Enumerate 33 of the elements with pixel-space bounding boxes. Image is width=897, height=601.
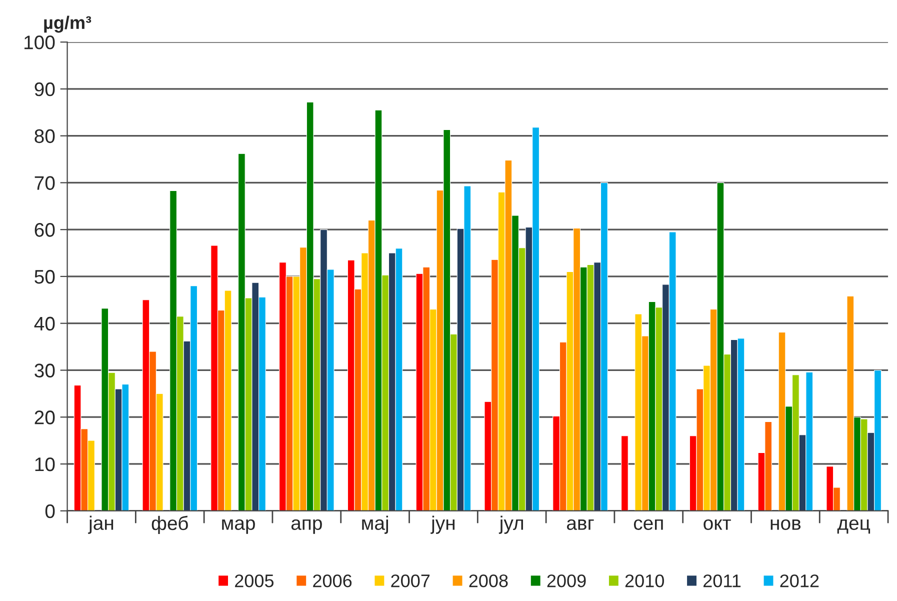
x-tick-label: сеп xyxy=(634,519,663,530)
legend-label: 2005 xyxy=(235,574,274,588)
x-tick-label: јан xyxy=(88,516,114,534)
y-tick-label: 100 xyxy=(24,36,55,50)
x-tick-label: авг xyxy=(566,519,594,530)
legend-label: 2008 xyxy=(469,574,508,588)
y-tick-label: 70 xyxy=(34,176,55,190)
x-tick-label: јун xyxy=(430,516,454,534)
x-tick-label: јул xyxy=(498,516,523,534)
y-tick-label: 80 xyxy=(34,129,55,144)
y-tick-label: 30 xyxy=(34,364,55,378)
legend-label: 2011 xyxy=(704,574,741,588)
x-tick-label: феб xyxy=(152,516,188,534)
y-tick-label: 10 xyxy=(35,457,55,472)
legend-label: 2007 xyxy=(391,574,430,588)
x-tick-label: окт xyxy=(704,519,731,530)
y-tick-label: 90 xyxy=(34,82,55,96)
x-tick-label: мај xyxy=(362,516,388,534)
y-tick-label: 50 xyxy=(34,270,55,284)
legend-label: 2006 xyxy=(313,574,352,588)
y-tick-label: 40 xyxy=(34,316,55,331)
y-tick-label: 20 xyxy=(34,410,55,424)
x-tick-label: мар xyxy=(222,519,255,534)
y-tick-label: 0 xyxy=(45,504,55,518)
y-axis-title: µg/m³ xyxy=(44,16,92,33)
x-tick-label: апр xyxy=(291,519,322,534)
y-tick-label: 60 xyxy=(34,223,55,237)
legend-label: 2010 xyxy=(625,574,664,588)
bar xyxy=(621,436,628,511)
x-tick-label: нов xyxy=(770,519,801,530)
legend-label: 2012 xyxy=(780,574,819,588)
x-tick-label: дец xyxy=(837,519,870,534)
legend-label: 2009 xyxy=(547,574,586,588)
